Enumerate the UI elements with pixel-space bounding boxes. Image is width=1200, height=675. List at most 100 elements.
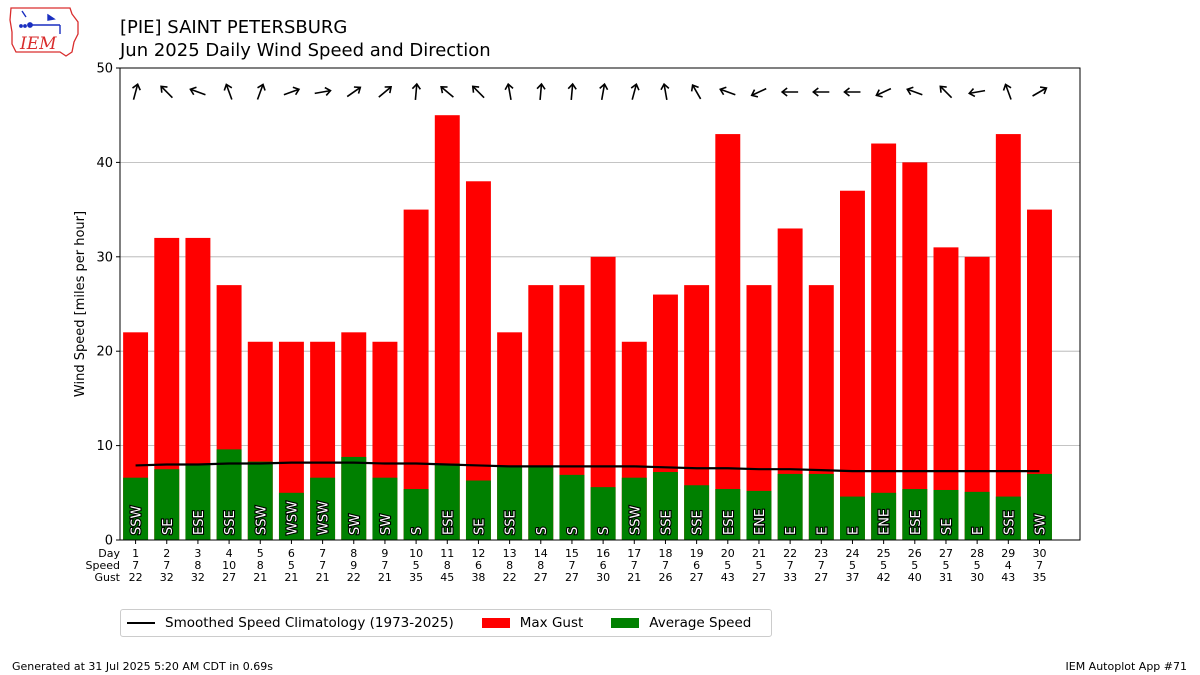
wind-arrow	[411, 82, 422, 101]
wind-arrow	[223, 83, 233, 100]
average-bar	[964, 491, 990, 540]
wind-arrow-head	[223, 83, 233, 91]
direction-label: S	[597, 527, 612, 535]
x-tick-label: 27	[534, 571, 548, 584]
wind-arrow	[567, 82, 577, 101]
legend-average: Average Speed	[611, 615, 751, 631]
wind-arrow-shaft	[876, 87, 892, 97]
direction-label: SSW	[628, 505, 643, 535]
x-tick-label: 5	[942, 559, 949, 572]
x-tick-label: 40	[908, 571, 922, 584]
x-tick-label: 8	[194, 559, 201, 572]
x-tick-label: 7	[787, 559, 794, 572]
wind-arrow-head	[292, 86, 301, 96]
wind-arrow-shaft	[507, 83, 512, 101]
wind-arrow-shaft	[907, 88, 923, 96]
wind-arrow-shaft	[440, 86, 454, 98]
direction-label: WSW	[285, 501, 300, 535]
legend-average-label: Average Speed	[649, 615, 752, 631]
legend-climatology-label: Smoothed Speed Climatology (1973-2025)	[165, 615, 454, 631]
gust-bar	[465, 181, 491, 540]
x-tick-label: 9	[350, 559, 357, 572]
x-tick-label: 24	[845, 547, 859, 560]
average-bar	[372, 477, 398, 540]
wind-arrow	[256, 83, 266, 100]
x-tick-label: 21	[253, 571, 267, 584]
average-bar	[559, 474, 585, 540]
wind-arrow	[504, 82, 514, 101]
wind-arrow-head	[939, 85, 947, 93]
average-bar	[995, 496, 1021, 540]
x-tick-label: 7	[631, 559, 638, 572]
gust-bar	[902, 162, 928, 540]
x-tick-label: 5	[288, 559, 295, 572]
direction-label: ESE	[192, 510, 207, 535]
x-tick-label: 7	[662, 559, 669, 572]
x-tick-label: 9	[381, 547, 388, 560]
x-tick-label: 29	[1001, 547, 1015, 560]
x-tick-label: 19	[690, 547, 704, 560]
x-tick-label: 7	[1036, 559, 1043, 572]
direction-label: ESE	[722, 510, 737, 535]
wind-chart: SSW SE ESE SSE SSW WSW WSW SW SW S ESE SE SSE S S S SSW S…	[73, 62, 1081, 584]
wind-arrow	[875, 87, 892, 98]
x-tick-label: 35	[409, 571, 423, 584]
wind-arrow-head	[160, 85, 168, 93]
x-tick-label: 8	[444, 559, 451, 572]
x-tick-label: 20	[721, 547, 735, 560]
wind-arrow	[968, 88, 986, 98]
average-bar	[621, 477, 647, 540]
x-tick-label: 6	[600, 559, 607, 572]
wind-arrow	[189, 86, 206, 96]
chart-subtitle: Jun 2025 Daily Wind Speed and Direction	[120, 40, 491, 61]
wind-arrow-shaft	[751, 87, 767, 97]
wind-arrow-head	[384, 86, 393, 94]
average-bar	[528, 466, 554, 540]
wind-arrow-head	[411, 82, 422, 90]
wind-arrow-shaft	[160, 85, 173, 99]
x-tick-label: 5	[413, 559, 420, 572]
x-tick-label: 7	[132, 559, 139, 572]
legend-climatology: Smoothed Speed Climatology (1973-2025)	[127, 615, 454, 631]
wind-arrow	[719, 86, 736, 96]
wind-arrow-shaft	[570, 83, 574, 101]
y-tick-label: 0	[105, 534, 113, 549]
x-tick-label: 38	[471, 571, 485, 584]
average-bar	[278, 492, 304, 540]
wind-arrow-head	[324, 86, 332, 96]
y-tick-label: 10	[96, 439, 113, 454]
average-bar	[247, 461, 273, 540]
x-tick-label: 30	[970, 571, 984, 584]
x-tick-label: 14	[534, 547, 548, 560]
direction-label: E	[971, 527, 986, 535]
x-tick-label: 35	[1032, 571, 1046, 584]
direction-label: ESE	[909, 510, 924, 535]
x-tick-label: 21	[627, 571, 641, 584]
x-tick-label: 45	[440, 571, 454, 584]
legend: Smoothed Speed Climatology (1973-2025) M…	[120, 609, 772, 637]
x-tick-label: 23	[814, 547, 828, 560]
x-tick-label: 21	[378, 571, 392, 584]
x-tick-label: 21	[284, 571, 298, 584]
x-tick-label: 3	[194, 547, 201, 560]
y-axis-label: Wind Speed [miles per hour]	[73, 211, 88, 397]
direction-label: S	[410, 527, 425, 535]
direction-label: SE	[472, 519, 487, 535]
x-tick-label: 22	[347, 571, 361, 584]
legend-gust-label: Max Gust	[519, 615, 584, 631]
direction-label: ENE	[878, 509, 893, 535]
x-tick-label: 7	[568, 559, 575, 572]
wind-arrow	[346, 86, 362, 98]
wind-arrow-shaft	[600, 83, 606, 101]
gust-bar	[995, 134, 1021, 540]
x-row-label: Speed	[86, 559, 120, 572]
gust-bar	[403, 209, 429, 540]
wind-arrow	[750, 87, 767, 98]
wind-arrow-head	[567, 82, 577, 90]
direction-label: SSE	[1002, 510, 1017, 535]
x-tick-label: 6	[693, 559, 700, 572]
direction-label: E	[846, 527, 861, 535]
wind-arrow-head	[599, 82, 609, 91]
average-bar	[746, 490, 772, 540]
wind-arrow	[160, 85, 173, 99]
